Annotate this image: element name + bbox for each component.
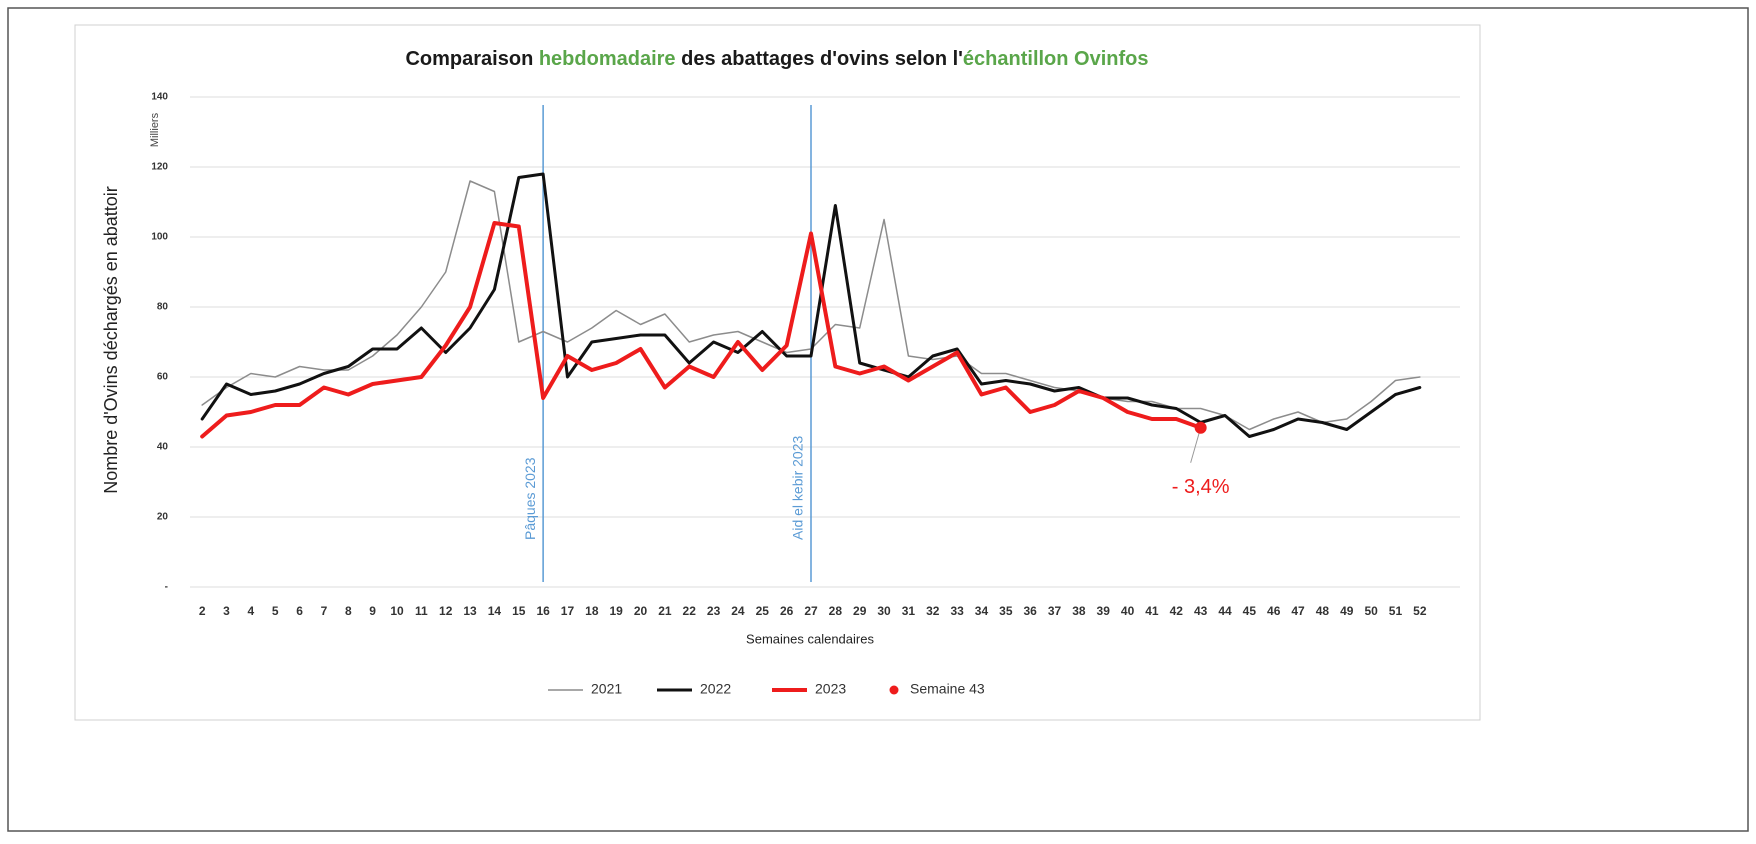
x-tick-label: 10 [390, 604, 404, 618]
y-tick-label: 60 [157, 372, 169, 383]
legend-label: 2023 [815, 681, 846, 697]
x-tick-label: 20 [634, 604, 648, 618]
x-axis-title: Semaines calendaires [746, 631, 874, 646]
event-label: Aid el kebir 2023 [790, 435, 806, 540]
x-tick-label: 2 [199, 604, 206, 618]
x-tick-label: 26 [780, 604, 794, 618]
x-tick-label: 9 [369, 604, 376, 618]
title-part: hebdomadaire [539, 48, 676, 70]
legend-label: Semaine 43 [910, 681, 985, 697]
x-tick-label: 28 [829, 604, 843, 618]
x-tick-label: 45 [1243, 604, 1257, 618]
x-tick-label: 47 [1291, 604, 1305, 618]
chart-panel [74, 24, 1481, 721]
x-tick-label: 36 [1023, 604, 1037, 618]
x-tick-label: 27 [804, 604, 818, 618]
x-tick-label: 41 [1145, 604, 1159, 618]
x-tick-label: 5 [272, 604, 279, 618]
x-tick-label: 34 [975, 604, 989, 618]
x-tick-label: 29 [853, 604, 867, 618]
x-tick-label: 6 [296, 604, 303, 618]
x-tick-label: 49 [1340, 604, 1354, 618]
x-tick-label: 18 [585, 604, 599, 618]
series-line [200, 172, 1422, 438]
x-tick-label: 37 [1048, 604, 1062, 618]
x-tick-label: 17 [561, 604, 575, 618]
y-tick-label: - [165, 582, 168, 593]
x-tick-label: 13 [463, 604, 477, 618]
annotation-leader [1190, 427, 1202, 463]
x-tick-label: 51 [1389, 604, 1403, 618]
legend-swatch [889, 685, 899, 695]
legend-label: 2021 [591, 681, 622, 697]
y-tick-label: 100 [151, 232, 168, 243]
y-tick-label: 80 [157, 302, 169, 313]
x-tick-label: 46 [1267, 604, 1281, 618]
annotation: - 3,4% [1172, 476, 1230, 498]
x-tick-label: 7 [321, 604, 328, 618]
x-tick-label: 42 [1170, 604, 1184, 618]
x-tick-label: 23 [707, 604, 721, 618]
x-tick-label: 11 [415, 604, 428, 618]
x-tick-label: 38 [1072, 604, 1086, 618]
legend-label: 2022 [700, 681, 731, 697]
x-tick-label: 35 [999, 604, 1013, 618]
x-tick-label: 3 [223, 604, 230, 618]
x-tick-label: 48 [1316, 604, 1330, 618]
x-tick-label: 8 [345, 604, 352, 618]
title-part: des abattages d'ovins selon l' [676, 48, 963, 70]
y-tick-label: 120 [151, 162, 168, 173]
y-tick-label: 140 [151, 92, 168, 103]
x-tick-label: 12 [439, 604, 453, 618]
x-tick-label: 52 [1413, 604, 1427, 618]
x-tick-label: 21 [658, 604, 672, 618]
x-tick-label: 16 [536, 604, 550, 618]
event-label: Pâques 2023 [522, 457, 538, 540]
title-part: Comparaison [405, 48, 538, 70]
y-tick-label: 40 [157, 442, 169, 453]
x-tick-label: 43 [1194, 604, 1208, 618]
x-tick-label: 24 [731, 604, 745, 618]
x-tick-label: 31 [902, 604, 916, 618]
x-tick-label: 15 [512, 604, 526, 618]
x-tick-label: 25 [756, 604, 770, 618]
chart-title: Comparaison hebdomadaire des abattages d… [405, 48, 1148, 70]
week-marker [1194, 421, 1207, 434]
y-axis-title: Nombre d'Ovins déchargés en abattoir [101, 186, 121, 494]
x-tick-label: 50 [1364, 604, 1378, 618]
x-tick-label: 44 [1218, 604, 1232, 618]
x-tick-label: 33 [950, 604, 964, 618]
x-tick-label: 22 [683, 604, 697, 618]
y-unit: Milliers [149, 112, 161, 147]
x-tick-label: 4 [248, 604, 255, 618]
x-tick-label: 14 [488, 604, 502, 618]
series-line [200, 221, 1203, 439]
x-tick-label: 40 [1121, 604, 1135, 618]
y-tick-label: 20 [157, 512, 169, 523]
x-tick-label: 30 [877, 604, 891, 618]
x-tick-label: 19 [609, 604, 623, 618]
x-tick-label: 32 [926, 604, 940, 618]
title-part: échantillon Ovinfos [963, 48, 1149, 70]
x-tick-label: 39 [1097, 604, 1111, 618]
